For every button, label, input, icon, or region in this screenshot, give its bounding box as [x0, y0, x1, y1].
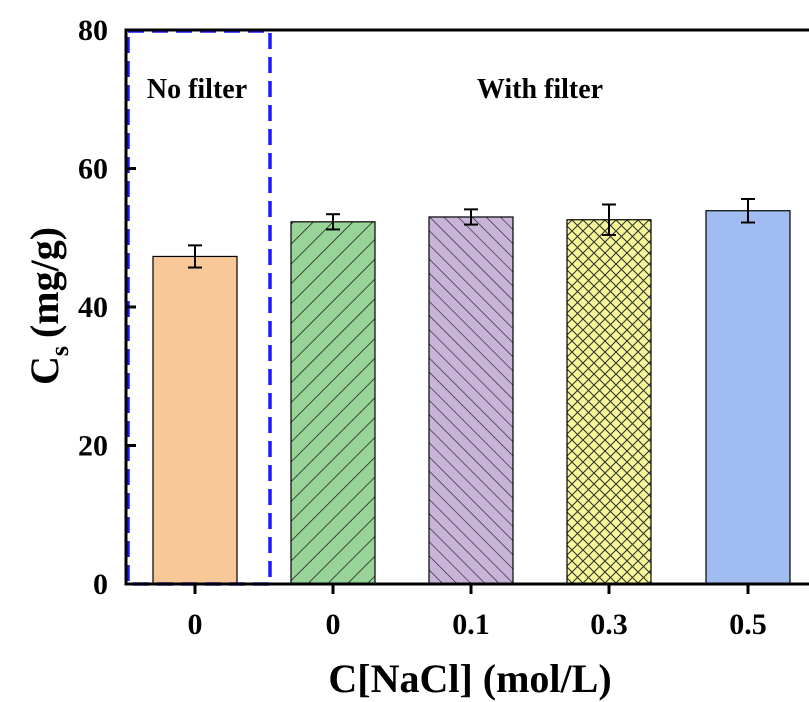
x-tick-label-4: 0.5 — [729, 608, 767, 641]
y-tick-label-1: 20 — [78, 430, 108, 463]
bar-4 — [705, 210, 791, 585]
bars-group — [152, 210, 791, 585]
error-bar-4 — [741, 197, 755, 224]
x-axis-title: C[NaCl] (mol/L) — [328, 656, 611, 701]
x-tick-label-0: 0 — [188, 608, 203, 641]
y-axis-title-sub: s — [45, 346, 74, 356]
y-tick-label-2: 40 — [78, 291, 108, 324]
x-tick-label-3: 0.3 — [590, 608, 628, 641]
bar-2 — [428, 216, 514, 585]
bar-0 — [152, 255, 238, 585]
y-tick-label-0: 0 — [93, 568, 108, 601]
x-tick-label-2: 0.1 — [452, 608, 490, 641]
error-bar-0 — [188, 244, 202, 269]
error-bar-3 — [602, 203, 616, 236]
y-tick-label-3: 60 — [78, 153, 108, 186]
error-bar-2 — [464, 208, 478, 226]
no-filter-annotation: No filter — [147, 74, 247, 105]
y-tick-label-4: 80 — [78, 14, 108, 47]
y-axis-title-unit: (mg/g) — [22, 227, 67, 338]
bar-3 — [566, 219, 652, 585]
svg-text:Cs(mg/g): Cs (mg/g) — [22, 227, 74, 385]
y-axis-ticks: 0 20 40 60 80 — [78, 14, 136, 601]
bar-1 — [290, 221, 376, 585]
x-tick-label-1: 0 — [326, 608, 341, 641]
error-bars-group — [188, 197, 755, 269]
error-bar-1 — [326, 213, 340, 231]
y-axis-title-main: C — [22, 356, 67, 385]
x-axis-ticks: 0 0 0.1 0.3 0.5 — [188, 584, 767, 641]
with-filter-annotation: With filter — [477, 74, 603, 105]
y-axis-title: Cs (mg/g) — [22, 227, 74, 385]
